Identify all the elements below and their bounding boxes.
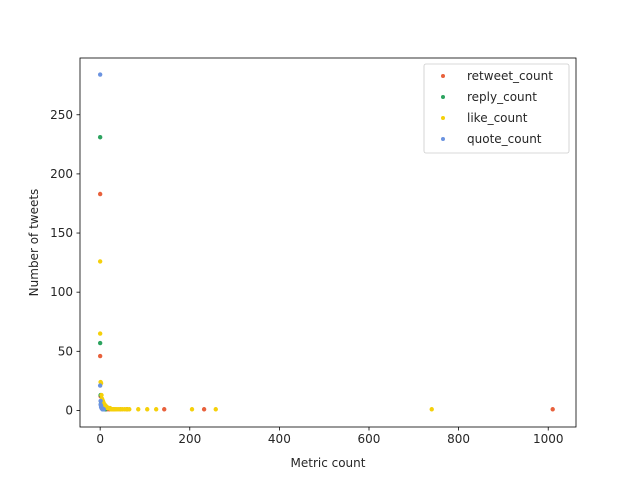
legend-marker-reply-count <box>441 95 445 99</box>
point-like-count <box>99 392 104 398</box>
legend-box <box>423 63 570 154</box>
x-tick-label: 0 <box>96 432 104 446</box>
x-tick-label: 400 <box>268 432 291 446</box>
point-retweet-count <box>97 353 103 359</box>
point-retweet-count <box>201 407 207 412</box>
y-tick-label: 150 <box>50 226 73 240</box>
point-quote-count <box>97 383 103 388</box>
legend-label-quote-count: quote_count <box>467 132 542 146</box>
legend-label-like-count: like_count <box>467 111 528 125</box>
axes-frame <box>79 57 577 428</box>
point-like-count <box>145 407 150 412</box>
point-retweet-count <box>97 191 103 197</box>
y-tick-label: 50 <box>58 344 73 358</box>
y-axis-label: Number of tweets <box>27 189 41 297</box>
point-quote-count <box>98 398 103 404</box>
y-tick-label: 100 <box>50 285 73 299</box>
legend-marker-retweet-count <box>441 74 445 78</box>
point-like-count <box>213 407 218 412</box>
x-axis: 0 200 400 600 800 1000 <box>96 427 563 446</box>
point-like-count <box>97 331 103 336</box>
legend-label-reply-count: reply_count <box>467 90 537 104</box>
y-tick-label: 0 <box>65 403 73 417</box>
legend: retweet_count reply_count like_count quo… <box>423 63 570 154</box>
point-like-count <box>429 407 434 412</box>
legend-marker-like-count <box>441 116 445 120</box>
y-tick-label: 250 <box>50 108 73 122</box>
x-tick-label: 200 <box>178 432 201 446</box>
point-quote-count <box>97 72 103 77</box>
point-reply-count <box>97 135 103 140</box>
point-retweet-count <box>550 407 555 412</box>
point-like-count <box>97 259 103 264</box>
point-like-count <box>127 407 132 412</box>
legend-marker-quote-count <box>441 137 445 141</box>
x-tick-label: 800 <box>447 432 470 446</box>
point-like-count <box>136 407 141 412</box>
y-tick-label: 200 <box>50 167 73 181</box>
plot-area <box>97 72 555 412</box>
point-like-count <box>189 407 195 412</box>
x-tick-label: 1000 <box>533 432 564 446</box>
point-retweet-count <box>162 407 167 412</box>
point-quote-count <box>101 407 106 412</box>
legend-label-retweet-count: retweet_count <box>467 69 553 83</box>
x-tick-label: 600 <box>358 432 381 446</box>
point-like-count <box>153 407 159 412</box>
x-axis-label: Metric count <box>291 456 366 470</box>
y-axis: 0 50 100 150 200 250 <box>50 108 80 417</box>
point-reply-count <box>97 340 103 346</box>
